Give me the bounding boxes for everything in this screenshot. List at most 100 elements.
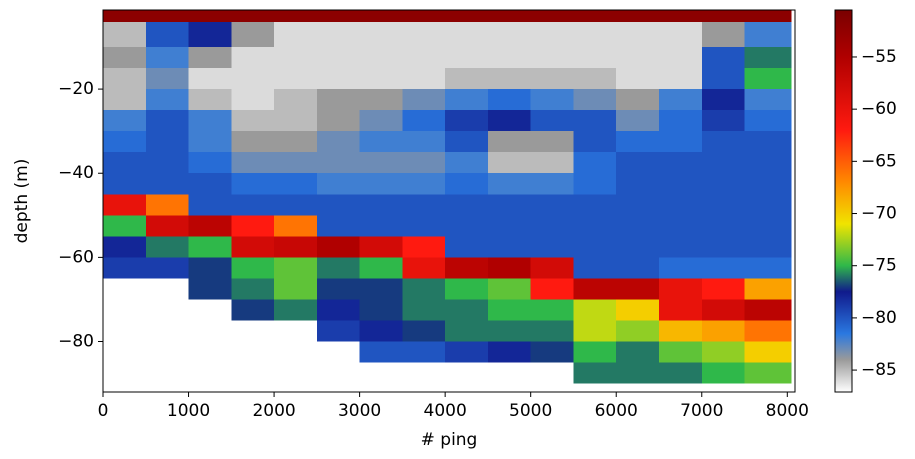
x-tick-label: 6000 [595, 401, 638, 421]
colorbar-tick-label: −60 [861, 99, 897, 119]
y-tick-label: −80 [58, 332, 94, 352]
heatmap-cell [145, 152, 189, 174]
heatmap-cell [658, 362, 702, 384]
heatmap-cell [744, 10, 792, 22]
heatmap-cell [616, 320, 659, 342]
heatmap-cell [487, 89, 531, 111]
heatmap-cell [658, 89, 702, 111]
heatmap-cell [402, 215, 446, 237]
heatmap-cell [231, 47, 275, 69]
y-tick-label: −60 [58, 247, 94, 267]
heatmap-cell [188, 10, 232, 22]
heatmap-cell [274, 68, 317, 90]
heatmap-cell [231, 21, 275, 48]
heatmap-cell [616, 278, 659, 300]
heatmap-cell [145, 215, 189, 237]
heatmap-cell [359, 68, 403, 90]
heatmap-cell [359, 152, 403, 174]
plot-frame [102, 9, 796, 393]
heatmap-cell [445, 68, 488, 90]
heatmap-cell [487, 215, 531, 237]
heatmap-cell [616, 173, 659, 195]
heatmap-cell [658, 278, 702, 300]
heatmap-cell [658, 299, 702, 321]
heatmap-cell [103, 21, 146, 48]
heatmap-cell [616, 131, 659, 153]
heatmap-cell [274, 21, 317, 48]
heatmap-cell [487, 257, 531, 279]
heatmap-cell [573, 320, 617, 342]
heatmap-cell [616, 299, 659, 321]
heatmap-cell [487, 278, 531, 300]
heatmap-cell [487, 21, 531, 48]
heatmap-cell [530, 236, 574, 258]
heatmap-cell [359, 110, 403, 132]
heatmap-cell [274, 110, 317, 132]
heatmap-cell [316, 320, 360, 342]
heatmap-cell [231, 110, 275, 132]
heatmap-cell [145, 236, 189, 258]
heatmap-cell [145, 257, 189, 279]
heatmap-cell [103, 152, 146, 174]
heatmap-cell [701, 21, 745, 48]
heatmap-cell [744, 110, 792, 132]
heatmap-cell [402, 320, 446, 342]
heatmap-cell [316, 21, 360, 48]
heatmap-cell [103, 131, 146, 153]
heatmap-cell [573, 299, 617, 321]
heatmap-cell [573, 257, 617, 279]
heatmap-cell [658, 47, 702, 69]
heatmap-cell [616, 215, 659, 237]
heatmap-cell [274, 173, 317, 195]
heatmap-cell [573, 194, 617, 216]
heatmap-cell [530, 320, 574, 342]
heatmap-cell [616, 89, 659, 111]
heatmap-cell [530, 278, 574, 300]
heatmap-cell [274, 10, 317, 22]
heatmap-cell [316, 173, 360, 195]
heatmap-cell [188, 278, 232, 300]
heatmap-cell [188, 89, 232, 111]
heatmap-cell [145, 110, 189, 132]
heatmap-cell [402, 299, 446, 321]
colorbar-tick-label: −85 [861, 360, 897, 380]
heatmap-cell [445, 110, 488, 132]
heatmap-cell [744, 299, 792, 321]
heatmap-cell [658, 341, 702, 363]
heatmap-cell [701, 236, 745, 258]
heatmap-cell [316, 299, 360, 321]
heatmap-cell [701, 89, 745, 111]
heatmap-cell [530, 10, 574, 22]
heatmap-cell [616, 47, 659, 69]
heatmap-cell [316, 110, 360, 132]
heatmap-cell [359, 10, 403, 22]
heatmap-cell [402, 10, 446, 22]
heatmap-cell [701, 131, 745, 153]
heatmap-cell [316, 152, 360, 174]
heatmap-cell [103, 257, 146, 279]
heatmap-cell [744, 152, 792, 174]
heatmap-cell [487, 341, 531, 363]
heatmap-cell [359, 194, 403, 216]
heatmap-cell [188, 152, 232, 174]
heatmap-cell [701, 278, 745, 300]
x-tick-label: 2000 [252, 401, 295, 421]
heatmap-cell [316, 10, 360, 22]
heatmap-cell [445, 278, 488, 300]
heatmap-cell [487, 47, 531, 69]
heatmap-cell [487, 320, 531, 342]
colorbar-tick-label: −70 [861, 204, 897, 224]
heatmap-cell [316, 131, 360, 153]
heatmap-cell [573, 152, 617, 174]
x-tick-label: 7000 [680, 401, 723, 421]
heatmap-cell [103, 215, 146, 237]
heatmap-cell [744, 21, 792, 48]
heatmap-cell [316, 257, 360, 279]
heatmap-cell [145, 173, 189, 195]
y-tick-label: −40 [58, 163, 94, 183]
heatmap-cell [274, 236, 317, 258]
heatmap-cell [573, 21, 617, 48]
heatmap-cell [188, 47, 232, 69]
heatmap-cell [188, 21, 232, 48]
